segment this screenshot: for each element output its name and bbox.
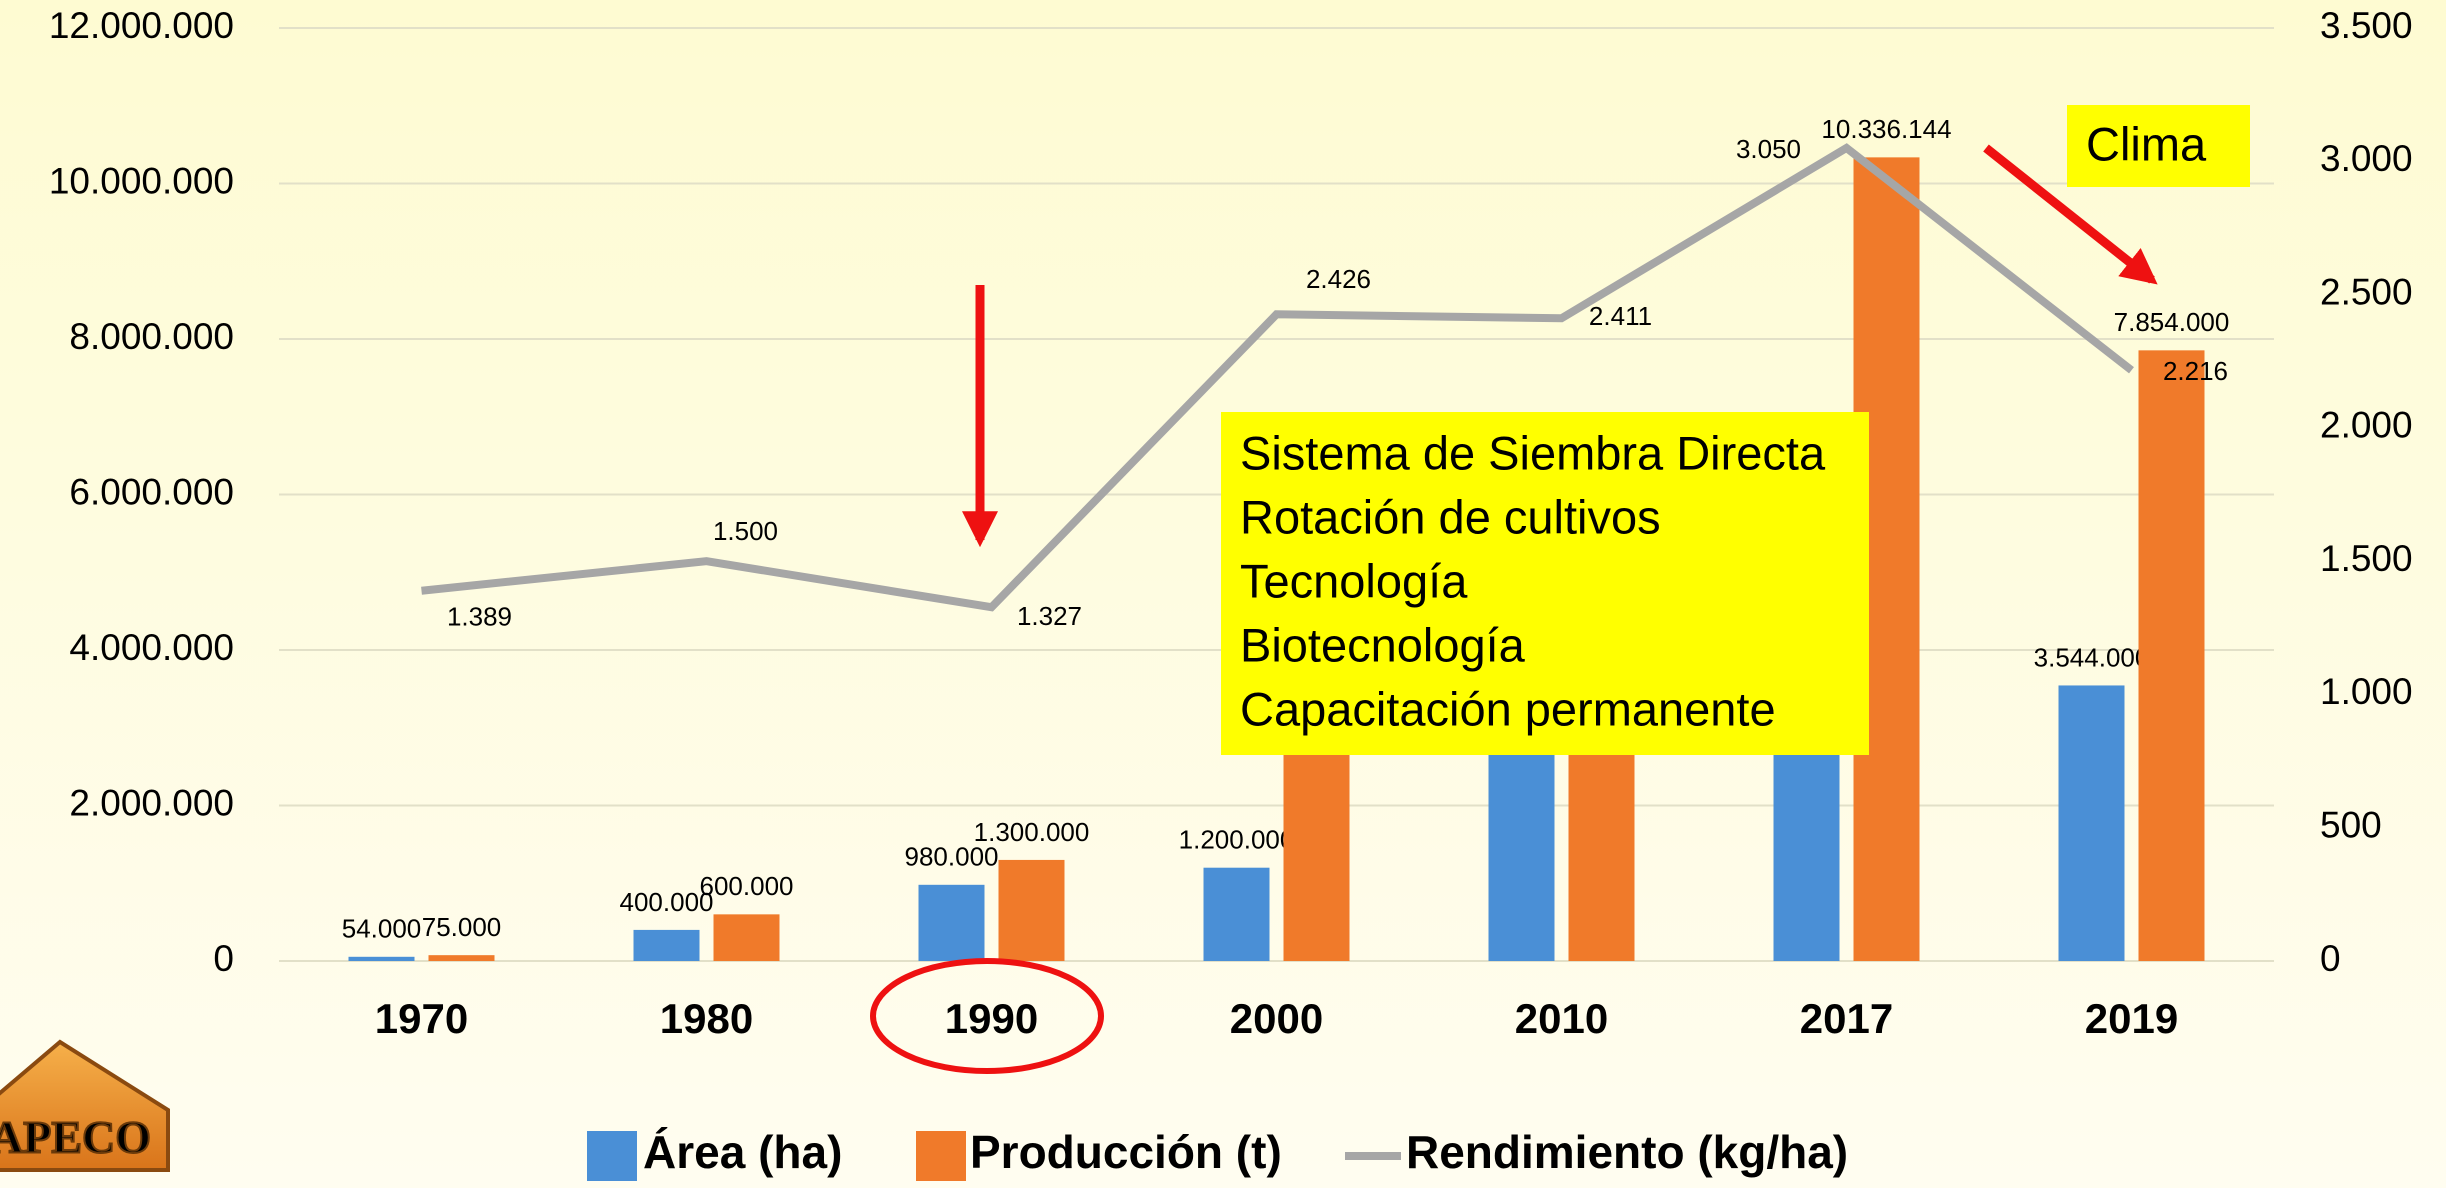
line-label: 1.327 <box>1017 601 1082 631</box>
highlight-ellipse <box>870 958 1104 1074</box>
line-label: 1.500 <box>713 516 778 546</box>
bar <box>2058 685 2125 961</box>
factors-box <box>1221 412 1869 755</box>
bar <box>428 955 495 961</box>
legend-label: Rendimiento (kg/ha) <box>1406 1126 1848 1178</box>
y-tick-label: 8.000.000 <box>69 316 234 357</box>
y2-tick-label: 2.500 <box>2320 271 2413 312</box>
x-tick-label: 2019 <box>2085 995 2178 1042</box>
logo-text: APECO <box>0 1112 151 1163</box>
bar <box>998 859 1065 961</box>
y2-tick-label: 1.000 <box>2320 671 2413 712</box>
data-label: 75.000 <box>422 912 502 942</box>
climate-box <box>2067 105 2250 187</box>
legend-swatch <box>916 1131 966 1181</box>
factor-text: Capacitación permanente <box>1240 682 1776 735</box>
bar <box>1203 867 1270 961</box>
y2-tick-label: 2.000 <box>2320 405 2413 446</box>
data-label: 980.000 <box>905 842 999 872</box>
bar <box>2138 350 2205 961</box>
bar <box>1488 751 1555 961</box>
bar <box>713 914 780 961</box>
x-tick-label: 1980 <box>660 995 753 1042</box>
legend-swatch <box>587 1131 637 1181</box>
line-label: 1.389 <box>447 602 512 632</box>
factor-text: Rotación de cultivos <box>1240 490 1661 543</box>
grid: 0 2.000.000 4.000.000 6.000.000 8.000.000 10.… <box>49 5 2413 979</box>
y-tick-label: 2.000.000 <box>69 782 234 823</box>
line-label: 2.411 <box>1589 301 1652 331</box>
bar <box>1283 735 1350 961</box>
x-tick-label: 2010 <box>1515 995 1608 1042</box>
y-tick-label: 4.000.000 <box>69 627 234 668</box>
legend-label: Producción (t) <box>970 1126 1282 1178</box>
arrow <box>1983 144 2158 285</box>
y2-tick-label: 3.500 <box>2320 5 2413 46</box>
factor-text: Tecnología <box>1240 554 1468 607</box>
data-label: 600.000 <box>700 871 794 901</box>
factor-text: Biotecnología <box>1240 618 1526 671</box>
line <box>421 143 2134 612</box>
bar <box>918 884 985 961</box>
x-tick-label: 2000 <box>1230 995 1323 1042</box>
y-tick-label: 6.000.000 <box>69 471 234 512</box>
bar <box>348 956 415 961</box>
bar <box>633 929 700 961</box>
y2-tick-label: 1.500 <box>2320 538 2413 579</box>
data-label: 7.854.000 <box>2114 307 2230 337</box>
x-tick-label: 1990 <box>945 995 1038 1042</box>
logo-shape <box>0 1039 170 1172</box>
y2-tick-label: 0 <box>2320 938 2341 979</box>
data-label: 3.544.000 <box>2034 642 2150 672</box>
y-tick-label: 0 <box>213 938 234 979</box>
data-label: 10.336.144 <box>1821 114 1951 144</box>
x-tick-label: 1970 <box>375 995 468 1042</box>
factor-text: Sistema de Siembra Directa <box>1240 426 1826 479</box>
data-label: 1.300.000 <box>974 817 1090 847</box>
y2-tick-label: 500 <box>2320 804 2382 845</box>
line-label: 3.050 <box>1736 134 1801 164</box>
climate-label: Clima <box>2086 117 2207 170</box>
data-label: 54.000 <box>342 914 422 944</box>
legend-label: Área (ha) <box>643 1126 842 1178</box>
line-label: 2.216 <box>2163 356 2228 386</box>
y-tick-label: 10.000.000 <box>49 160 234 201</box>
line-label: 2.426 <box>1306 264 1371 294</box>
factors: Sistema de Siembra Directa Rotación de cu… <box>1240 426 1826 735</box>
y2-tick-label: 3.000 <box>2320 138 2413 179</box>
y-tick-label: 12.000.000 <box>49 5 234 46</box>
data-label: 400.000 <box>620 887 714 917</box>
data-label: 1.200.000 <box>1179 825 1295 855</box>
x-tick-label: 2017 <box>1800 995 1893 1042</box>
